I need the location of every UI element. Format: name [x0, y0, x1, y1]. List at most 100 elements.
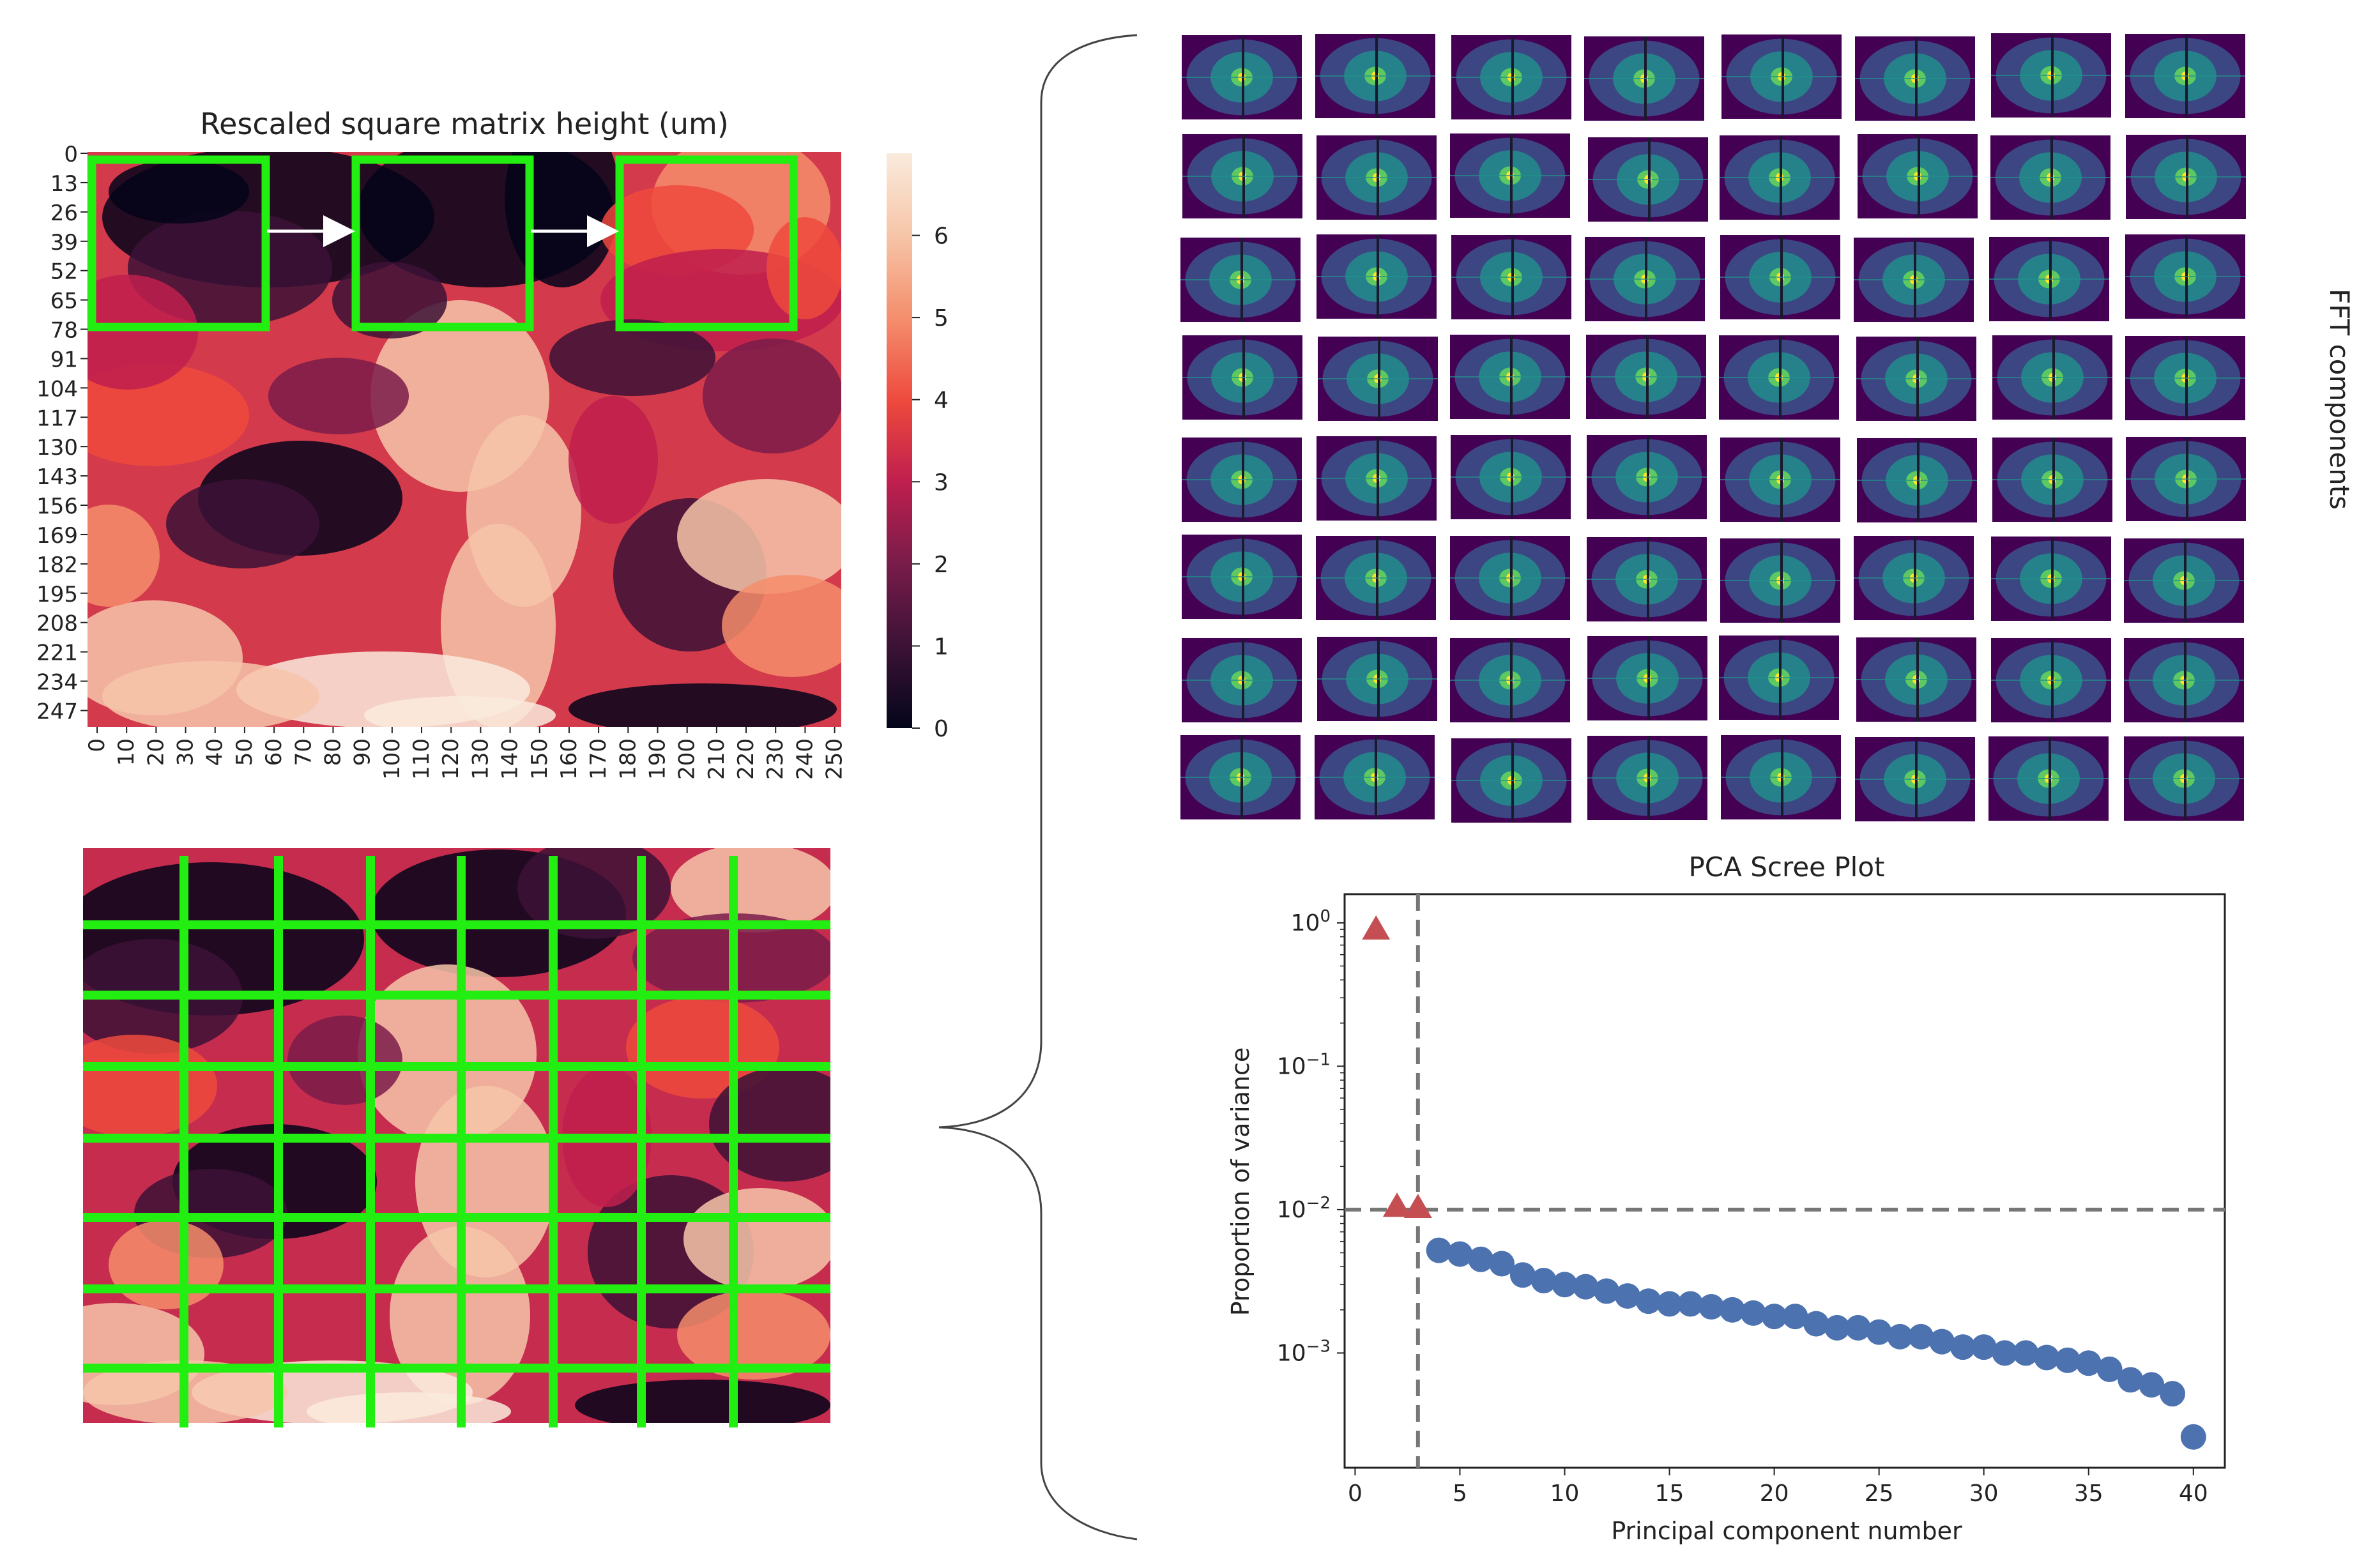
heatmap-x-tick-label: 240 [792, 738, 818, 780]
fft-tile [1317, 135, 1437, 220]
scree-point-circle [2054, 1347, 2080, 1373]
scree-y-tick-label: 10−1 [1277, 1050, 1331, 1079]
fft-tile [1182, 134, 1302, 218]
scree-axes-frame [1343, 893, 2226, 1469]
heatmap-y-axis: 0 13 26 39 52 65 78 91 104 117 130 143 156 169 182 195 2… [36, 142, 88, 724]
scree-point-circle [2075, 1350, 2102, 1376]
colorbar-tick-label: 4 [934, 388, 949, 414]
heatmap-y-tick-label: 117 [36, 406, 78, 431]
scree-y-tick-label: 10−3 [1277, 1337, 1331, 1366]
fft-tile [1180, 735, 1301, 819]
scree-point-circle [1635, 1288, 1661, 1314]
fft-tile [2124, 736, 2244, 821]
fft-tile [1991, 638, 2111, 722]
fft-side-label: FFT components [2324, 289, 2355, 510]
grid-texture-blob [677, 1290, 830, 1380]
fft-tile [1588, 137, 1708, 222]
colorbar-tick-label: 0 [934, 716, 949, 742]
fft-tile [1857, 438, 1977, 522]
heat-texture-blob [569, 396, 658, 524]
fft-tile [1317, 436, 1437, 521]
heatmap-x-tick-label: 0 [84, 738, 110, 752]
fft-tile [1587, 636, 1707, 720]
fft-tile [1450, 133, 1570, 218]
heatmap-panel: Rescaled square matrix height (um) 0 13 26… [36, 107, 949, 780]
fft-tile [1316, 536, 1436, 620]
scree-plot: PCA Scree Plot 0 5 10 15 20 25 30 35 40 10010−11… [1226, 851, 2226, 1545]
scree-points [1362, 915, 2206, 1450]
scree-point-circle [1573, 1274, 1599, 1300]
heatmap-x-tick-label: 230 [763, 738, 788, 780]
heatmap-x-tick-label: 80 [320, 738, 346, 766]
scree-point-circle [1426, 1237, 1452, 1263]
heatmap-x-tick-label: 210 [704, 738, 729, 780]
scree-point-circle [1656, 1291, 1683, 1317]
scree-point-circle [2034, 1344, 2060, 1371]
fft-tile [2124, 638, 2244, 722]
window-2 [351, 155, 534, 331]
heatmap-x-tick-label: 160 [556, 738, 582, 780]
fft-tile [1451, 235, 1571, 319]
heatmap-x-tick-label: 180 [615, 738, 641, 780]
heatmap-x-tick-label: 10 [114, 738, 139, 766]
scree-x-axis: 0 5 10 15 20 25 30 35 40 [1348, 1468, 2208, 1507]
colorbar-tick-label: 5 [934, 305, 949, 331]
scree-x-tick-label: 5 [1453, 1480, 1467, 1507]
heatmap-y-tick-label: 195 [36, 582, 78, 607]
fft-tile [1720, 235, 1840, 319]
grid-texture-blob [683, 1188, 830, 1290]
fft-components-grid [1180, 33, 2246, 823]
fft-tile [1720, 538, 1840, 623]
scree-title: PCA Scree Plot [1688, 851, 1884, 883]
fft-tile [2126, 135, 2246, 219]
fft-tile [1587, 435, 1707, 519]
heatmap-x-tick-label: 90 [350, 738, 376, 766]
heat-texture-blob [102, 661, 319, 727]
grid-panel [83, 848, 830, 1427]
scree-point-triangle [1362, 915, 1391, 940]
scree-point-circle [1677, 1291, 1704, 1317]
fft-tile [1720, 438, 1840, 522]
window-1 [88, 155, 270, 331]
fft-tile [1858, 134, 1978, 218]
grid-texture-blob [307, 1392, 511, 1423]
heatmap-y-tick-label: 221 [36, 641, 78, 666]
grid-texture-blob [575, 1380, 830, 1423]
heatmap-x-tick-label: 30 [173, 738, 199, 766]
fft-tile [1721, 34, 1842, 119]
fft-tile [1992, 438, 2112, 522]
fft-tile [1585, 237, 1705, 321]
fft-tile [1317, 234, 1437, 319]
fft-tile [1182, 35, 1302, 119]
fft-tile [1856, 337, 1976, 421]
scree-point-circle [1908, 1323, 1934, 1350]
scree-y-axis: 100 10−1 10−2 10−3 [1277, 907, 1345, 1366]
scree-point-circle [1887, 1323, 1913, 1350]
heatmap-title: Rescaled square matrix height (um) [200, 107, 729, 141]
window-3 [615, 155, 798, 331]
scree-point-triangle [1403, 1194, 1432, 1219]
scree-x-tick-label: 30 [1969, 1480, 1999, 1507]
fft-tile [1855, 36, 1975, 121]
heatmap-y-tick-label: 26 [50, 201, 78, 226]
scree-x-tick-label: 25 [1865, 1480, 1894, 1507]
fft-tile [2125, 234, 2245, 319]
heatmap-x-tick-label: 70 [291, 738, 316, 766]
heat-texture-blob [88, 275, 198, 390]
heatmap-y-tick-label: 143 [36, 464, 78, 490]
fft-tile [1720, 135, 1840, 220]
heatmap-y-tick-label: 182 [36, 552, 78, 578]
scree-point-circle [1803, 1311, 1829, 1337]
colorbar [887, 153, 912, 728]
fft-tile [1182, 438, 1302, 522]
heat-texture-blob [364, 696, 556, 727]
grid-vertical-line [366, 856, 375, 1427]
patch-grid-lines [83, 856, 830, 1427]
heatmap-y-tick-label: 13 [50, 171, 78, 197]
scree-y-tick-label: 100 [1291, 907, 1331, 936]
fft-tile [1854, 238, 1974, 322]
grid-vertical-line [179, 856, 188, 1427]
scree-point-circle [1468, 1246, 1494, 1272]
heat-texture-blob [703, 339, 841, 453]
